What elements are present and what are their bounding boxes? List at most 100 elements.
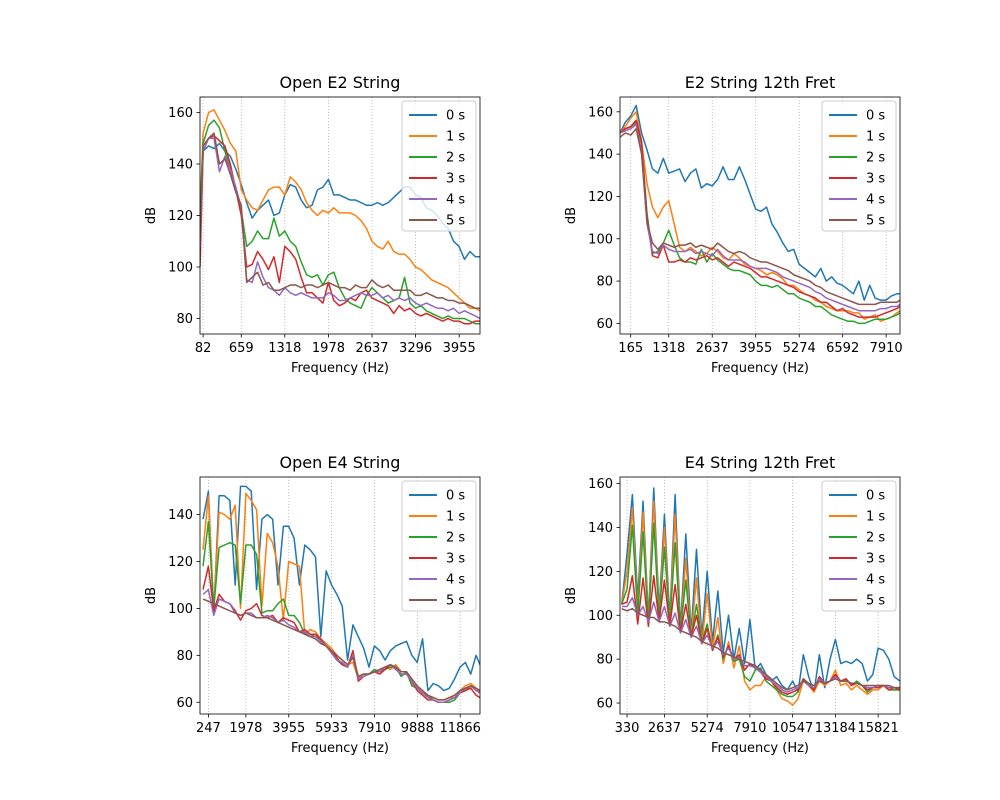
legend-label: 1 s bbox=[866, 130, 885, 145]
legend-label: 5 s bbox=[866, 214, 885, 229]
axes-frame bbox=[199, 476, 481, 715]
x-tick-label: 2637 bbox=[648, 721, 681, 736]
legend-label: 0 s bbox=[446, 109, 465, 124]
series-lines bbox=[202, 485, 480, 704]
x-tick-label: 9888 bbox=[401, 721, 434, 736]
chart-title: E4 String 12th Fret bbox=[685, 453, 835, 472]
y-tick-label: 140 bbox=[168, 157, 193, 172]
series-line-4s bbox=[621, 596, 900, 693]
x-tick-label: 659 bbox=[229, 341, 254, 356]
y-tick-label: 100 bbox=[588, 232, 613, 247]
y-tick-label: 80 bbox=[176, 312, 193, 327]
x-tick-label: 7910 bbox=[870, 341, 903, 356]
x-axis-label: Frequency (Hz) bbox=[711, 361, 809, 376]
y-tick-label: 140 bbox=[168, 508, 193, 523]
x-tick-label: 2637 bbox=[355, 341, 388, 356]
legend-label: 4 s bbox=[866, 193, 885, 208]
y-tick-label: 120 bbox=[168, 555, 193, 570]
legend-label: 2 s bbox=[446, 151, 465, 166]
y-tick-label: 140 bbox=[588, 148, 613, 163]
legend-label: 2 s bbox=[446, 531, 465, 546]
legend-label: 0 s bbox=[866, 109, 885, 124]
legend-label: 4 s bbox=[446, 193, 465, 208]
legend: 0 s 1 s 2 s 3 s 4 s 5 s bbox=[401, 480, 477, 612]
legend-label: 3 s bbox=[446, 172, 465, 187]
legend-label: 5 s bbox=[446, 214, 465, 229]
x-tick-label: 11866 bbox=[440, 721, 481, 736]
y-tick-label: 100 bbox=[588, 609, 613, 624]
legend-label: 5 s bbox=[866, 594, 885, 609]
legend-label: 4 s bbox=[446, 573, 465, 588]
legend-label: 3 s bbox=[866, 172, 885, 187]
y-axis-label: dB bbox=[564, 207, 579, 224]
legend: 0 s 1 s 2 s 3 s 4 s 5 s bbox=[821, 100, 897, 232]
chart-title: Open E2 String bbox=[280, 73, 401, 92]
axes-frame bbox=[619, 476, 901, 715]
legend-label: 0 s bbox=[866, 489, 885, 504]
y-tick-label: 160 bbox=[588, 105, 613, 120]
x-tick-label: 10547 bbox=[772, 721, 813, 736]
x-tick-label: 330 bbox=[615, 721, 640, 736]
series-line-4s bbox=[620, 123, 900, 312]
y-tick-label: 160 bbox=[588, 477, 613, 492]
y-tick-label: 100 bbox=[168, 602, 193, 617]
x-tick-label: 247 bbox=[196, 721, 221, 736]
subplot-2: 165 1318 2637 3955 5274 6592 7910 60 80 100 120 140… bbox=[564, 73, 903, 376]
series-line-5s bbox=[202, 598, 480, 701]
x-tick-label: 82 bbox=[195, 341, 212, 356]
y-axis-label: dB bbox=[144, 207, 159, 224]
y-tick-label: 100 bbox=[168, 261, 193, 276]
legend: 0 s 1 s 2 s 3 s 4 s 5 s bbox=[821, 480, 897, 612]
legend-label: 2 s bbox=[866, 151, 885, 166]
x-tick-label: 1978 bbox=[229, 721, 262, 736]
legend-label: 3 s bbox=[446, 552, 465, 567]
x-tick-label: 1978 bbox=[312, 341, 345, 356]
x-tick-label: 13184 bbox=[815, 721, 856, 736]
y-tick-label: 140 bbox=[588, 521, 613, 536]
y-axis-label: dB bbox=[564, 587, 579, 604]
y-tick-label: 60 bbox=[596, 317, 613, 332]
series-line-0s bbox=[202, 485, 480, 692]
x-tick-label: 5274 bbox=[691, 721, 724, 736]
series-lines bbox=[620, 104, 900, 325]
series-line-2s bbox=[620, 121, 900, 325]
x-tick-label: 7910 bbox=[733, 721, 766, 736]
series-line-4s bbox=[202, 588, 480, 704]
chart-title: Open E4 String bbox=[280, 453, 401, 472]
x-tick-label: 6592 bbox=[826, 341, 859, 356]
legend-label: 1 s bbox=[446, 510, 465, 525]
legend-label: 4 s bbox=[866, 573, 885, 588]
y-tick-label: 60 bbox=[596, 697, 613, 712]
x-tick-label: 5274 bbox=[783, 341, 816, 356]
y-tick-label: 120 bbox=[168, 209, 193, 224]
series-lines bbox=[620, 487, 900, 706]
series-line-5s bbox=[200, 132, 480, 309]
x-tick-label: 1318 bbox=[652, 341, 685, 356]
subplot-1: 82 659 1318 1978 2637 3296 3955 80 100 120 140 160 O… bbox=[144, 73, 481, 376]
y-tick-label: 120 bbox=[588, 565, 613, 580]
axes-frame bbox=[619, 96, 901, 335]
y-tick-label: 160 bbox=[168, 106, 193, 121]
legend: 0 s 1 s 2 s 3 s 4 s 5 s bbox=[401, 100, 477, 232]
x-axis-label: Frequency (Hz) bbox=[711, 741, 809, 756]
x-tick-label: 5933 bbox=[315, 721, 348, 736]
series-line-5s bbox=[620, 127, 900, 306]
y-tick-label: 80 bbox=[596, 275, 613, 290]
x-axis-label: Frequency (Hz) bbox=[291, 741, 389, 756]
series-line-0s bbox=[620, 104, 900, 301]
y-axis-label: dB bbox=[144, 587, 159, 604]
legend-label: 1 s bbox=[446, 130, 465, 145]
x-axis-label: Frequency (Hz) bbox=[291, 361, 389, 376]
y-tick-label: 80 bbox=[176, 649, 193, 664]
x-tick-label: 7910 bbox=[358, 721, 391, 736]
series-line-3s bbox=[620, 119, 900, 318]
chart-title: E2 String 12th Fret bbox=[685, 73, 835, 92]
series-line-5s bbox=[621, 607, 900, 691]
x-tick-label: 2637 bbox=[696, 341, 729, 356]
x-tick-label: 15821 bbox=[857, 721, 898, 736]
x-tick-label: 1318 bbox=[268, 341, 301, 356]
x-tick-label: 3955 bbox=[443, 341, 476, 356]
subplot-3: 247 1978 3955 5933 7910 9888 11866 60 80 100 120 14… bbox=[144, 453, 481, 756]
legend-label: 1 s bbox=[866, 510, 885, 525]
x-tick-label: 165 bbox=[618, 341, 643, 356]
